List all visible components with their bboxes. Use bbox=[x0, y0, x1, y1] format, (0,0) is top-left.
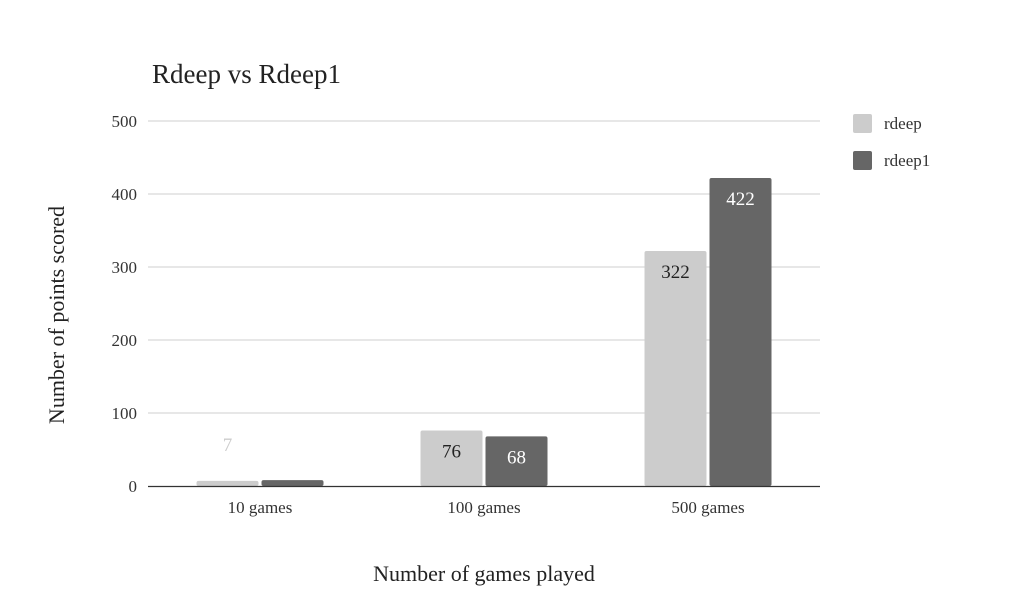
x-tick-labels: 10 games 100 games 500 games bbox=[228, 498, 745, 517]
y-tick-labels: 0 100 200 300 400 500 bbox=[112, 112, 138, 496]
bar-rdeep1 bbox=[709, 177, 772, 486]
chart-title: Rdeep vs Rdeep1 bbox=[152, 59, 341, 89]
legend-label: rdeep1 bbox=[884, 151, 930, 170]
y-tick-label: 100 bbox=[112, 404, 138, 423]
data-label: 322 bbox=[661, 262, 690, 283]
y-tick-label: 400 bbox=[112, 185, 138, 204]
data-label: 7 bbox=[223, 435, 233, 456]
data-label: 8 bbox=[288, 434, 298, 455]
legend-label: rdeep bbox=[884, 114, 922, 133]
y-tick-label: 500 bbox=[112, 112, 138, 131]
data-label: 68 bbox=[507, 447, 526, 468]
data-label: 76 bbox=[442, 442, 461, 463]
y-axis-label: Number of points scored bbox=[44, 206, 69, 424]
bar-rdeep1 bbox=[485, 436, 548, 486]
bar-rdeep bbox=[196, 480, 259, 486]
data-label: 422 bbox=[726, 189, 755, 210]
y-tick-label: 300 bbox=[112, 258, 138, 277]
y-tick-label: 200 bbox=[112, 331, 138, 350]
legend: rdeep rdeep1 bbox=[853, 114, 930, 170]
x-tick-label: 100 games bbox=[447, 498, 520, 517]
y-tick-label: 0 bbox=[129, 477, 138, 496]
legend-swatch-rdeep bbox=[853, 114, 872, 133]
data-labels: 7 8 76 68 322 422 bbox=[223, 189, 755, 468]
gridlines bbox=[148, 120, 820, 414]
bar-rdeep1 bbox=[261, 480, 324, 486]
x-tick-label: 500 games bbox=[671, 498, 744, 517]
bars bbox=[196, 177, 772, 486]
x-tick-label: 10 games bbox=[228, 498, 293, 517]
bar-rdeep bbox=[644, 250, 707, 486]
bar-rdeep bbox=[420, 430, 483, 486]
x-axis-label: Number of games played bbox=[373, 561, 595, 586]
legend-swatch-rdeep1 bbox=[853, 151, 872, 170]
